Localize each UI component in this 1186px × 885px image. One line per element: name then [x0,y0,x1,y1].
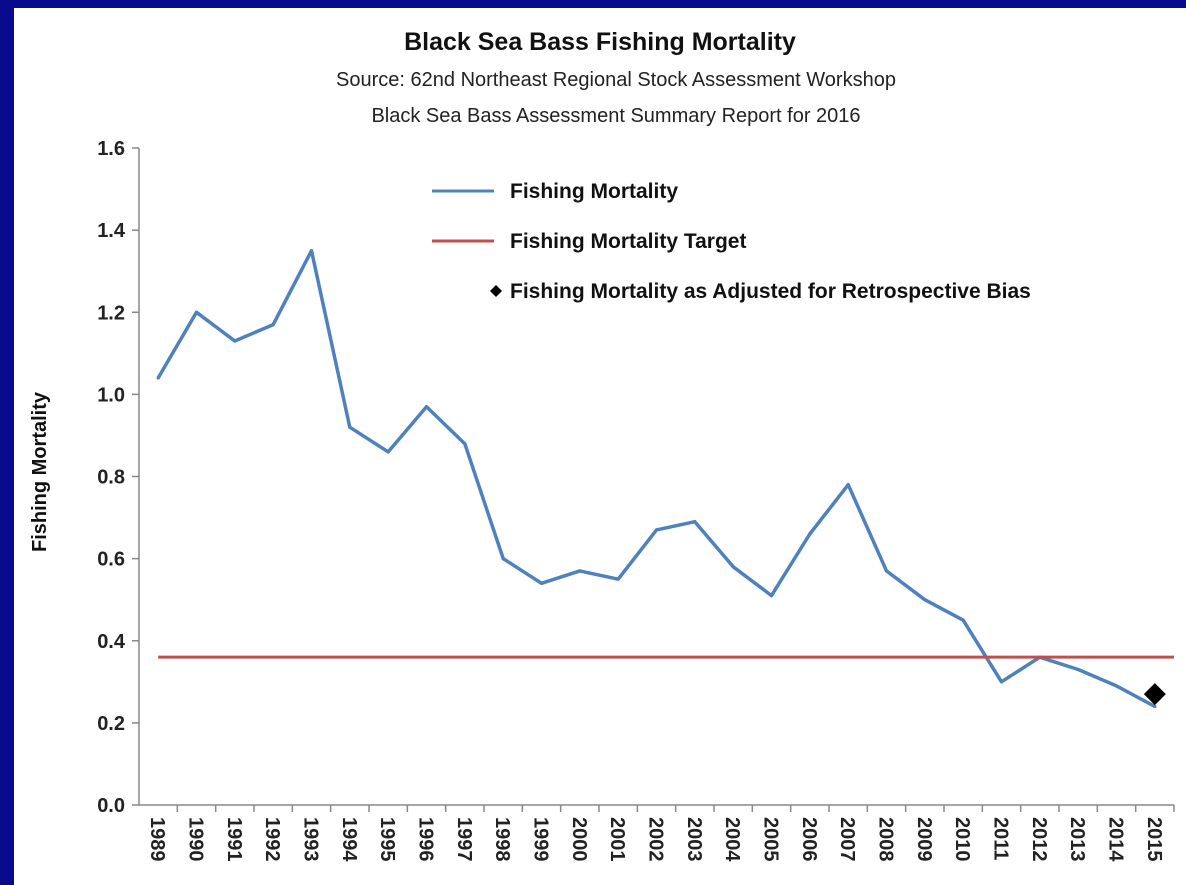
x-tick-label: 2006 [798,817,820,862]
x-tick-label: 2010 [951,817,973,862]
y-axis-label: Fishing Mortality [29,391,51,552]
x-tick-label: 2009 [913,817,935,862]
x-tick-label: 1991 [223,817,245,862]
data-point [194,310,199,314]
fishing-mortality-line [156,248,1156,709]
x-tick-label: 1995 [376,817,398,862]
x-tick-label: 1997 [453,817,475,862]
data-point [808,532,812,536]
x-tick-label: 1998 [491,817,513,862]
y-tick-label: 0.6 [97,549,125,571]
data-point [463,442,467,446]
data-point [654,528,659,532]
data-point [309,249,314,253]
x-tick-label: 1996 [415,817,437,862]
x-tick-label: 2011 [990,817,1012,860]
x-tick-label: 1999 [530,817,552,862]
x-tick-label: 2007 [836,817,858,862]
x-tick-label: 2015 [1143,817,1165,862]
legend-swatch-diamond [490,285,502,297]
x-tick-label: 2004 [721,817,743,862]
data-point [1153,704,1157,709]
x-tick-label: 2013 [1066,817,1088,862]
x-tick-label: 1990 [185,817,207,862]
data-point [846,483,850,487]
data-point [233,339,237,343]
data-point [578,569,582,573]
x-tick-label: 2012 [1028,817,1050,862]
data-point [501,557,505,561]
data-point [961,618,965,622]
x-tick-label: 2003 [683,817,705,862]
data-point [884,569,889,573]
data-point [1114,684,1119,688]
y-tick-label: 1.6 [97,138,125,160]
x-tick-label: 2001 [606,817,628,862]
data-point [731,565,735,569]
y-tick-label: 1.4 [97,220,126,242]
chart-title: Black Sea Bass Fishing Mortality [404,28,796,56]
legend-label: Fishing Mortality [510,180,678,203]
x-tick-label: 1992 [261,817,283,862]
data-point [156,376,160,380]
adjusted-point-diamond [1143,683,1166,706]
data-point [999,680,1004,684]
chart-subtitle-report: Black Sea Bass Assessment Summary Report… [371,105,860,127]
legend-label: Fishing Mortality as Adjusted for Retros… [510,280,1031,303]
axes: 0.0 0.2 0.4 0.6 0.8 1.0 1.2 1.4 1.6 1989 1990 1991 1… [97,138,1175,862]
data-point [386,450,390,454]
chart-subtitle-source: Source: 62nd Northeast Regional Stock As… [336,69,896,91]
legend-label: Fishing Mortality Target [510,230,746,253]
x-tick-label: 1993 [300,817,322,862]
x-tick-label: 2008 [875,817,897,862]
x-tick-label: 1994 [338,817,360,862]
data-point [769,593,774,598]
data-point [693,520,697,524]
data-point [1076,667,1080,672]
y-tick-label: 0.8 [97,467,125,489]
data-point [348,425,352,429]
x-tick-label: 2000 [568,817,590,862]
data-point [424,405,429,409]
x-tick-label: 2002 [645,817,667,862]
y-tick-label: 1.0 [97,384,125,406]
x-tick-label: 2014 [1105,817,1127,862]
y-tick-label: 0.2 [97,713,125,735]
data-point [539,581,544,585]
x-tick-label: 2005 [760,817,782,862]
chart-frame: Black Sea Bass Fishing Mortality Source:… [14,8,1186,885]
x-tick-label: 1989 [146,817,168,862]
data-point [923,598,927,602]
data-point [271,322,275,327]
y-tick-label: 0.4 [97,631,126,653]
y-tick-label: 0.0 [97,795,125,817]
fishing-mortality-chart: Black Sea Bass Fishing Mortality Source:… [29,28,1175,862]
y-tick-label: 1.2 [97,302,125,324]
data-point [616,577,620,581]
legend: Fishing Mortality Fishing Mortality Targe… [432,180,1031,303]
chart-marks [156,248,1174,709]
